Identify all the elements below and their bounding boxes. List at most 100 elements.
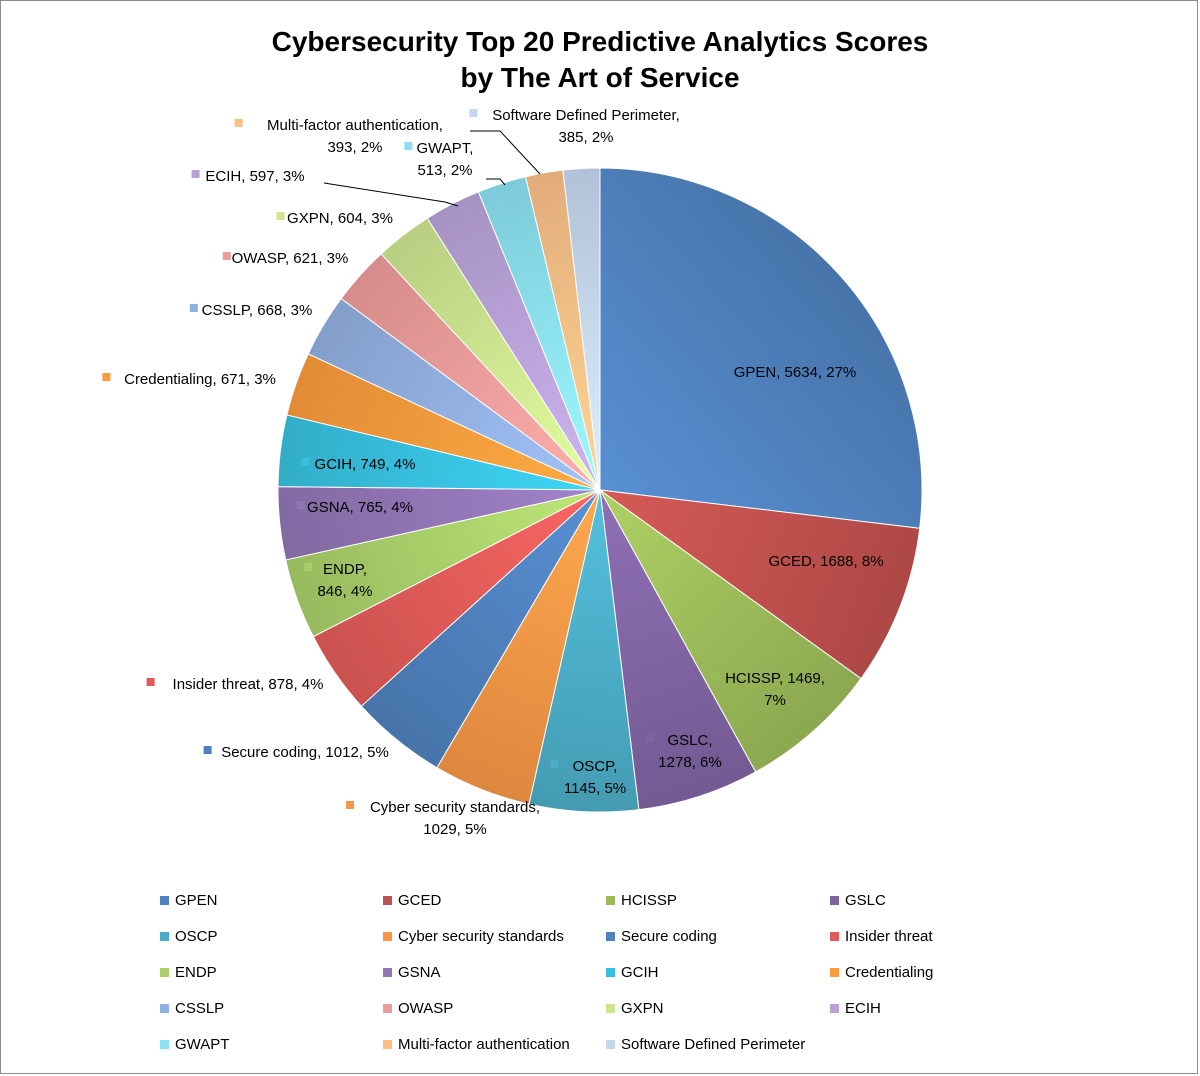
legend-label: CSSLP [175, 1000, 225, 1017]
legend-label: GCIH [621, 964, 659, 981]
leader-line-ecih [323, 182, 459, 207]
data-label-ecih: ECIH, 597, 3% [205, 168, 304, 185]
data-label-marker-gxpn [276, 212, 285, 220]
chart-title: Cybersecurity Top 20 Predictive Analytic… [271, 26, 929, 57]
data-label-endp: ENDP, 846, 4% [317, 561, 372, 600]
pie-slices [277, 167, 923, 813]
data-label-marker-cyber-security-standards [346, 801, 354, 809]
leader-line-multi-factor-authentication [470, 130, 541, 175]
legend-item-gwapt: GWAPT [160, 1036, 229, 1053]
legend-swatch [830, 968, 839, 977]
legend-swatch [383, 1040, 392, 1049]
legend-swatch [606, 1004, 615, 1013]
legend-label: Secure coding [621, 928, 717, 945]
data-label-marker-secure-coding [203, 746, 212, 754]
data-label-csslp: CSSLP, 668, 3% [202, 302, 313, 319]
data-label-marker-gslc [645, 734, 654, 742]
data-label-marker-endp [304, 563, 313, 571]
data-label-hcissp: HCISSP, 1469, 7% [725, 670, 825, 709]
legend-item-hcissp: HCISSP [606, 892, 677, 909]
legend-swatch [606, 968, 615, 977]
legend-item-ecih: ECIH [830, 1000, 881, 1017]
data-label-marker-gced [758, 555, 767, 563]
legend-label: Cyber security standards [398, 928, 564, 945]
legend-item-gced: GCED [383, 892, 441, 909]
legend-label: OWASP [398, 1000, 454, 1017]
legend-item-insider-threat: Insider threat [830, 928, 933, 945]
data-label-gcih: GCIH, 749, 4% [315, 456, 416, 473]
legend-label: Credentialing [845, 964, 934, 981]
legend-label: GCED [398, 892, 442, 909]
leader-lines [323, 130, 541, 207]
pie-slice-gpen [599, 167, 923, 529]
legend-item-owasp: OWASP [383, 1000, 453, 1017]
pie-slice-software-defined-perimeter [562, 167, 601, 491]
legend-swatch [160, 968, 169, 977]
legend-label: HCISSP [621, 892, 677, 909]
legend-swatch [160, 1040, 169, 1049]
data-label-gsna: GSNA, 765, 4% [307, 499, 413, 516]
legend-swatch [383, 968, 392, 977]
data-label-marker-oscp [550, 760, 559, 768]
legend-item-cyber-security-standards: Cyber security standards [383, 928, 564, 945]
legend-swatch [830, 1004, 839, 1013]
legend-swatch [383, 932, 392, 941]
legend-item-credentialing: Credentialing [830, 964, 933, 981]
data-label-marker-owasp [222, 252, 231, 260]
legend-item-gcih: GCIH [606, 964, 659, 981]
leader-line-gwapt [486, 178, 506, 186]
legend-swatch [160, 1004, 169, 1013]
legend-item-gpen: GPEN [160, 892, 218, 909]
legend-label: GSNA [398, 964, 441, 981]
data-label-marker-ecih [191, 170, 200, 178]
legend-label: ECIH [845, 1000, 881, 1017]
data-label-marker-credentialing [102, 373, 111, 381]
legend-swatch [830, 896, 839, 905]
data-label-secure-coding: Secure coding, 1012, 5% [221, 744, 389, 761]
legend-label: GWAPT [175, 1036, 230, 1053]
data-label-marker-software-defined-perimeter [469, 109, 478, 117]
data-label-insider-threat: Insider threat, 878, 4% [173, 676, 324, 693]
legend-item-csslp: CSSLP [160, 1000, 224, 1017]
data-label-gxpn: GXPN, 604, 3% [287, 210, 393, 227]
data-label-marker-csslp [189, 304, 198, 312]
data-label-marker-gsna [296, 501, 305, 509]
legend-swatch [606, 1040, 615, 1049]
legend-item-software-defined-perimeter: Software Defined Perimeter [606, 1036, 805, 1053]
data-labels: GPEN, 5634, 27% GCED, 1688, 8% HCISSP, 146… [102, 107, 884, 838]
data-label-marker-insider-threat [146, 678, 155, 686]
legend-item-gslc: GSLC [830, 892, 886, 909]
legend-label: Insider threat [845, 928, 933, 945]
legend-item-multi-factor-authentication: Multi-factor authentication [383, 1036, 570, 1053]
legend-item-gxpn: GXPN [606, 1000, 664, 1017]
data-label-cyber-security-standards: Cyber security standards, 1029, 5% [370, 799, 540, 838]
pie-slice-gced [598, 489, 921, 680]
legend-swatch [383, 896, 392, 905]
legend-item-endp: ENDP [160, 964, 217, 981]
legend-label: GSLC [845, 892, 886, 909]
data-label-multi-factor-authentication: Multi-factor authentication, 393, 2% [267, 117, 443, 156]
legend-item-secure-coding: Secure coding [606, 928, 717, 945]
legend-label: Multi-factor authentication [398, 1036, 570, 1053]
legend-label: Software Defined Perimeter [621, 1036, 806, 1053]
legend-label: GPEN [175, 892, 218, 909]
pie-slice-gslc [599, 489, 757, 811]
data-label-marker-gcih [301, 458, 310, 466]
data-label-credentialing: Credentialing, 671, 3% [124, 371, 276, 388]
legend-swatch [606, 896, 615, 905]
data-label-gslc: GSLC, 1278, 6% [658, 732, 721, 771]
legend-swatch [383, 1004, 392, 1013]
chart-subtitle: by The Art of Service [460, 62, 740, 93]
data-label-owasp: OWASP, 621, 3% [232, 250, 349, 267]
legend-swatch [160, 896, 169, 905]
legend-swatch [830, 932, 839, 941]
data-label-marker-gpen [724, 366, 732, 374]
data-label-gpen: GPEN, 5634, 27% [734, 364, 857, 381]
data-label-marker-gwapt [404, 142, 413, 150]
legend-item-oscp: OSCP [160, 928, 218, 945]
data-label-software-defined-perimeter: Software Defined Perimeter, 385, 2% [492, 107, 680, 146]
legend-swatch [160, 932, 169, 941]
legend-swatch [606, 932, 615, 941]
